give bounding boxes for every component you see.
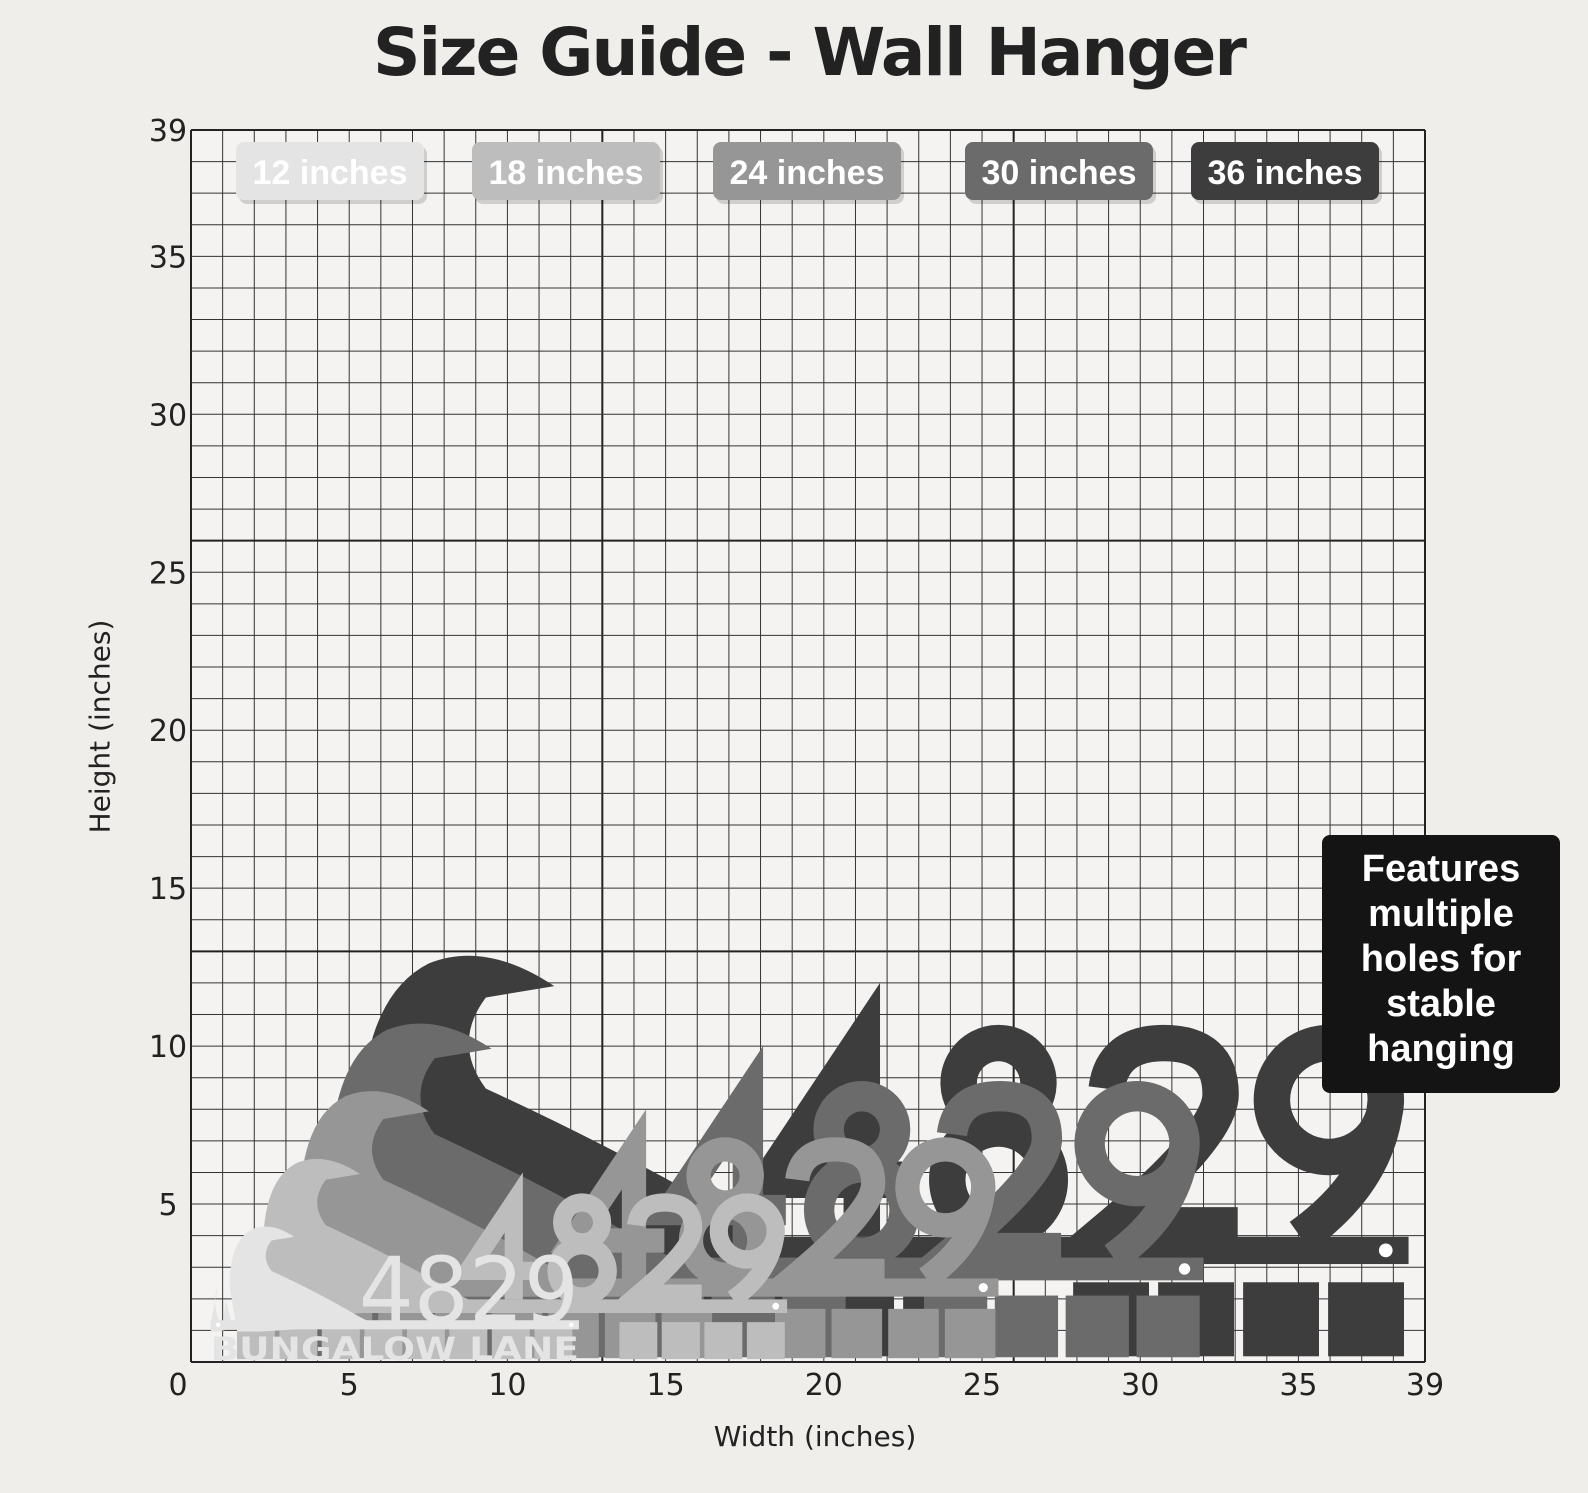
badge-background [472, 142, 660, 200]
mounting-hole [215, 1322, 221, 1328]
callout-line: holes for [1360, 938, 1522, 980]
page-title: Size Guide - Wall Hanger [373, 14, 1247, 91]
crow-icon [234, 1158, 491, 1317]
badge-label: 36 inches [1208, 154, 1363, 192]
size-badge-24: 24 inches [713, 142, 904, 204]
mounting-hole [978, 1283, 988, 1293]
y-tick-label: 25 [149, 556, 187, 591]
letter-shape [1328, 1282, 1404, 1357]
digit-shape [614, 1193, 703, 1303]
tick-labels: 0 5 10 15 20 25 30 35 39 5 10 15 20 25 30 35 39 [149, 114, 1444, 1403]
sign-number-artwork [451, 1172, 785, 1307]
badge-label: 24 inches [730, 154, 885, 192]
letter-shape [704, 1322, 743, 1360]
x-tick-label: 10 [488, 1368, 526, 1403]
size-badge-18: 18 inches [472, 142, 663, 204]
digit-shape [915, 1081, 1063, 1264]
feature-callout: Features multiple holes for stable hangi… [1322, 835, 1560, 1093]
y-tick-label: 30 [149, 398, 187, 433]
badge-background [965, 142, 1153, 200]
y-axis-label: Height (inches) [83, 619, 117, 834]
x-tick-label: 30 [1121, 1368, 1159, 1403]
y-tick-label: 35 [149, 240, 187, 275]
callout-line: multiple [1368, 893, 1514, 935]
y-tick-label: 10 [149, 1030, 187, 1065]
letter-shape [1243, 1282, 1319, 1357]
digit-shape [895, 1137, 996, 1289]
sign-bar [234, 1299, 788, 1314]
digit-shape [451, 1172, 537, 1300]
y-tick-label: 15 [149, 872, 187, 907]
digit-shape [547, 1193, 617, 1306]
x-tick-label: 0 [168, 1368, 187, 1403]
crow-icon [210, 1226, 382, 1332]
size-badge-30: 30 inches [965, 142, 1156, 204]
x-tick-label: 5 [340, 1368, 359, 1403]
digit-shape [1074, 1081, 1200, 1270]
badge-background [713, 142, 901, 200]
letter-shape [1065, 1295, 1129, 1358]
x-tick-label: 25 [963, 1368, 1001, 1403]
x-tick-label: 39 [1406, 1368, 1444, 1403]
sign-bar [210, 1320, 579, 1330]
letter-shape [888, 1308, 939, 1359]
letter-shape [746, 1322, 785, 1360]
badge-background [1191, 142, 1379, 200]
letter-shape [1136, 1295, 1200, 1358]
letter-shape [944, 1308, 996, 1359]
mounting-hole [1178, 1263, 1191, 1275]
badge-label: 12 inches [253, 154, 408, 192]
y-tick-label: 5 [158, 1188, 177, 1223]
sign-street: BUNGALOW LANE [211, 1330, 579, 1368]
y-tick-label: 20 [149, 714, 187, 749]
letter-shape [831, 1308, 883, 1359]
size-badge-36: 36 inches [1191, 142, 1382, 204]
x-tick-label: 15 [647, 1368, 685, 1403]
digit-shape [709, 1193, 785, 1307]
callout-line: hanging [1367, 1028, 1515, 1070]
letter-shape [661, 1322, 700, 1360]
x-axis-label: Width (inches) [713, 1420, 917, 1453]
x-tick-label: 35 [1279, 1368, 1317, 1403]
size-badges: 12 inches 18 inches 24 inches 30 inches 36 i… [236, 142, 1382, 204]
letter-shape [994, 1295, 1059, 1358]
x-tick-label: 20 [805, 1368, 843, 1403]
y-tick-label: 39 [149, 114, 187, 149]
badge-label: 18 inches [489, 154, 644, 192]
size-badge-12: 12 inches [236, 142, 427, 204]
mounting-hole [1378, 1243, 1393, 1258]
badge-background [236, 142, 424, 200]
letter-shape [619, 1322, 658, 1360]
mounting-hole [569, 1322, 574, 1328]
badge-label: 30 inches [982, 154, 1137, 192]
callout-line: stable [1386, 983, 1496, 1025]
mounting-hole [772, 1302, 780, 1310]
digit-shape [767, 1137, 886, 1284]
callout-line: Features [1361, 848, 1521, 890]
